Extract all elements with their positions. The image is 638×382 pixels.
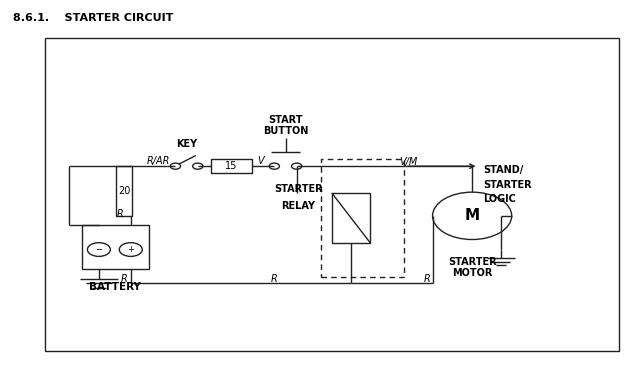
Text: 15: 15 <box>225 161 237 171</box>
Text: M: M <box>464 208 480 223</box>
Bar <box>321 159 404 277</box>
Circle shape <box>193 163 203 169</box>
Circle shape <box>170 163 181 169</box>
Text: RELAY: RELAY <box>281 201 316 211</box>
Text: R: R <box>271 274 278 284</box>
Circle shape <box>269 163 279 169</box>
Circle shape <box>292 163 302 169</box>
Text: R: R <box>424 274 431 284</box>
Bar <box>116 166 133 216</box>
Text: STAND/: STAND/ <box>484 165 524 175</box>
Text: 8.6.1.    STARTER CIRCUIT: 8.6.1. STARTER CIRCUIT <box>13 13 173 23</box>
Bar <box>45 38 619 351</box>
Circle shape <box>433 192 512 240</box>
Text: 20: 20 <box>118 186 131 196</box>
Bar <box>332 193 370 243</box>
Text: R: R <box>117 209 123 219</box>
Text: −: − <box>96 245 102 254</box>
Text: LOGIC: LOGIC <box>484 194 517 204</box>
Text: V/M: V/M <box>399 157 417 167</box>
Text: START
BUTTON: START BUTTON <box>263 115 308 136</box>
Bar <box>211 159 252 173</box>
Bar <box>82 225 149 269</box>
Text: V: V <box>257 156 263 166</box>
Text: STARTER: STARTER <box>484 180 532 189</box>
Text: BATTERY: BATTERY <box>89 282 141 291</box>
Text: STARTER
MOTOR: STARTER MOTOR <box>448 257 496 278</box>
Text: R: R <box>121 274 128 284</box>
Text: STARTER: STARTER <box>274 184 323 194</box>
Text: R/AR: R/AR <box>147 156 170 166</box>
Text: +: + <box>128 245 134 254</box>
Text: KEY: KEY <box>176 139 197 149</box>
